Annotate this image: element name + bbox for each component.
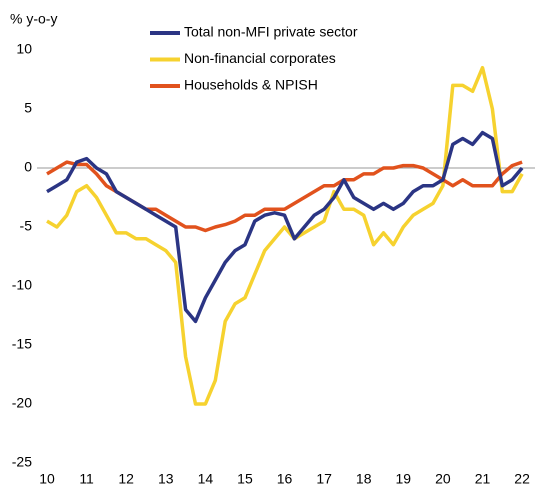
x-tick-label: 14 xyxy=(198,471,214,487)
x-tick-label: 19 xyxy=(396,471,412,487)
x-tick-label: 10 xyxy=(39,471,55,487)
x-tick-label: 11 xyxy=(79,471,94,487)
y-axis-label: % y-o-y xyxy=(10,11,57,27)
series-line xyxy=(46,65,524,406)
x-tick-label: 20 xyxy=(435,471,451,487)
x-tick-label: 21 xyxy=(475,471,491,487)
series-line xyxy=(46,130,524,324)
legend-label: Total non-MFI private sector xyxy=(184,24,358,40)
y-tick-label: -15 xyxy=(12,336,32,352)
y-tick-label: 5 xyxy=(24,100,32,116)
y-tick-label: 10 xyxy=(16,41,32,57)
x-tick-label: 22 xyxy=(514,471,530,487)
x-tick-label: 16 xyxy=(277,471,293,487)
x-tick-label: 15 xyxy=(237,471,253,487)
x-tick-label: 18 xyxy=(356,471,372,487)
y-tick-label: -10 xyxy=(12,277,32,293)
y-tick-label: 0 xyxy=(24,159,32,175)
y-tick-label: -5 xyxy=(20,218,33,234)
x-tick-label: 17 xyxy=(316,471,332,487)
x-tick-label: 13 xyxy=(158,471,174,487)
legend-label: Households & NPISH xyxy=(184,77,318,93)
series-line xyxy=(46,160,523,233)
x-tick-label: 12 xyxy=(118,471,134,487)
legend-label: Non-financial corporates xyxy=(184,50,336,66)
y-tick-label: -20 xyxy=(12,395,32,411)
y-tick-label: -25 xyxy=(12,454,32,470)
